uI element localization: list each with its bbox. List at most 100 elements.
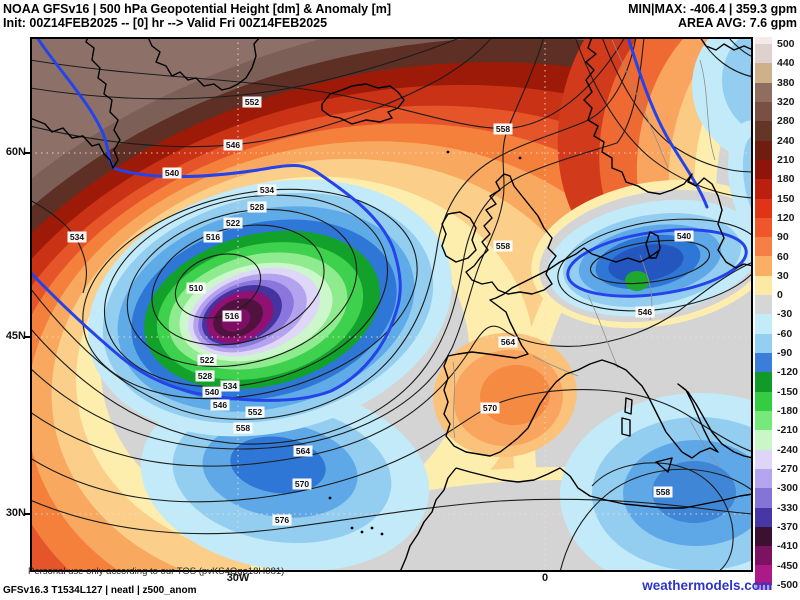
colorbar-segment [755,44,772,64]
lat-tick [24,152,30,154]
colorbar-segment [755,410,772,431]
map-canvas: 552 546 540 558 534 534 528 522 516 510 516 522 528 5… [30,37,753,572]
svg-text:534: 534 [260,185,274,195]
colorbar-tick-label: -120 [777,366,799,379]
colorbar-segment [755,314,772,334]
svg-text:558: 558 [496,124,510,134]
colorbar-segment [755,63,772,83]
svg-text:558: 558 [496,241,510,251]
colorbar-segment [755,430,772,450]
colorbar-segment [755,449,772,469]
colorbar-tick-label: 60 [777,250,789,263]
colorbar-segment [755,584,772,590]
colorbar-tick-label: -60 [777,327,793,340]
init-valid-line: Init: 00Z14FEB2025 -- [0] hr --> Valid F… [3,16,328,30]
model-info: GFSv16.3 T1534L127 | neatl | z500_anom [3,585,197,596]
colorbar-tick-label: -240 [777,443,799,456]
colorbar-segment [755,217,772,238]
colorbar-tick-label: -270 [777,463,799,476]
svg-text:540: 540 [165,168,179,178]
colorbar-segment [755,256,772,276]
svg-text:522: 522 [226,218,240,228]
lat-label: 45N [5,330,26,342]
tos-notice: Personal use only according to our TOS (… [28,566,285,577]
colorbar-tick-label: -370 [777,521,799,533]
svg-text:534: 534 [223,381,237,391]
svg-text:570: 570 [295,479,309,489]
colorbar-segment [755,37,772,44]
colorbar-tick-label: -500 [777,578,799,591]
svg-text:552: 552 [245,97,259,107]
colorbar-tick-label: -30 [777,308,793,321]
colorbar-segment [755,372,772,392]
svg-text:516: 516 [206,232,220,242]
colorbar-segment [755,488,772,508]
colorbar-tick-label: -330 [777,501,799,514]
lat-tick [24,513,30,515]
svg-text:540: 540 [205,387,219,397]
anomaly-colorbar [755,37,772,590]
colorbar-tick-label: -150 [777,385,799,398]
colorbar-segment [755,275,772,296]
svg-text:540: 540 [677,231,691,241]
colorbar-segment [755,295,772,315]
svg-text:558: 558 [236,423,250,433]
svg-text:528: 528 [250,202,264,212]
colorbar-segment [755,82,772,102]
svg-text:576: 576 [275,515,289,525]
svg-text:570: 570 [483,403,497,413]
colorbar-tick-label: 120 [777,211,795,224]
colorbar-segment [755,333,772,353]
svg-text:510: 510 [189,283,203,293]
colorbar-segment [755,140,772,160]
chart-title: NOAA GFSv16 | 500 hPa Geopotential Heigh… [3,2,392,16]
colorbar-segment [755,179,772,199]
colorbar-segment [755,468,772,489]
svg-text:546: 546 [213,400,227,410]
colorbar-tick-label: 380 [777,76,795,89]
svg-text:552: 552 [248,407,262,417]
colorbar-tick-label: 150 [777,192,795,205]
colorbar-tick-label: 240 [777,134,795,147]
colorbar-tick-label: 210 [777,153,795,166]
colorbar-tick-label: -180 [777,405,799,418]
svg-text:564: 564 [296,446,310,456]
watermark-link[interactable]: weathermodels.com [642,578,772,593]
lon-label: 0 [541,572,549,584]
colorbar-segment [755,198,772,218]
colorbar-segment [755,526,772,547]
colorbar-segment [755,353,772,373]
minmax-readout: MIN|MAX: -406.4 | 359.3 gpm [628,2,797,16]
svg-text:534: 534 [70,232,84,242]
svg-text:528: 528 [198,371,212,381]
colorbar-segment [755,237,772,257]
area-avg-readout: AREA AVG: 7.6 gpm [678,16,797,30]
colorbar-tick-label: 0 [777,289,783,302]
colorbar-segment [755,159,772,180]
svg-text:546: 546 [638,307,652,317]
colorbar-tick-label: 30 [777,269,789,282]
colorbar-tick-label: 440 [777,57,795,70]
colorbar-segment [755,121,772,141]
colorbar-tick-label: -210 [777,424,799,437]
colorbar-tick-label: 90 [777,231,789,244]
colorbar-tick-label: -90 [777,347,793,360]
colorbar-segment [755,546,772,566]
lat-label: 30N [5,507,26,519]
svg-text:546: 546 [226,140,240,150]
svg-text:516: 516 [225,311,239,321]
lon-label: 30W [226,572,250,584]
colorbar-tick-label: 180 [777,173,795,186]
lat-label: 60N [5,146,26,158]
colorbar-tick-label: 320 [777,95,795,108]
colorbar-tick-label: 280 [777,115,795,128]
colorbar-segment [755,101,772,122]
colorbar-tick-label: 500 [777,38,795,50]
colorbar-segment [755,565,772,585]
colorbar-segment [755,391,772,411]
colorbar-tick-label: -450 [777,559,799,572]
svg-text:522: 522 [200,355,214,365]
svg-text:564: 564 [501,337,515,347]
colorbar-segment [755,507,772,527]
